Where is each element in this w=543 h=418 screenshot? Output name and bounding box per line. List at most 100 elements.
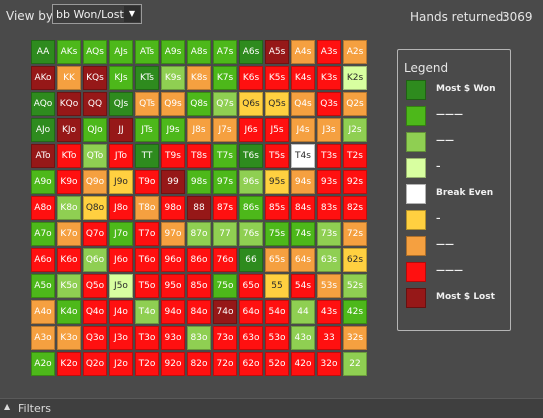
chevron-up-icon[interactable]: ▲: [4, 402, 11, 411]
hand-cell[interactable]: 73s: [317, 222, 341, 246]
hand-cell[interactable]: A4s: [291, 40, 315, 64]
hand-cell[interactable]: 72s: [343, 222, 367, 246]
hand-cell[interactable]: ATo: [31, 144, 55, 168]
hand-cell[interactable]: 85o: [187, 274, 211, 298]
hand-cell[interactable]: KJo: [57, 118, 81, 142]
hand-cell[interactable]: 53o: [265, 326, 289, 350]
hand-cell[interactable]: 96s: [239, 170, 263, 194]
hand-cell[interactable]: 97o: [161, 222, 185, 246]
hand-cell[interactable]: J2o: [109, 352, 133, 376]
hand-cell[interactable]: A5s: [265, 40, 289, 64]
hand-cell[interactable]: J4s: [291, 118, 315, 142]
hand-cell[interactable]: 75s: [265, 222, 289, 246]
hand-cell[interactable]: T9s: [161, 144, 185, 168]
hand-cell[interactable]: QQ: [83, 92, 107, 116]
hand-cell[interactable]: 82o: [187, 352, 211, 376]
hand-cell[interactable]: 65o: [239, 274, 263, 298]
hand-cell[interactable]: K7o: [57, 222, 81, 246]
hand-cell[interactable]: A7o: [31, 222, 55, 246]
hand-cell[interactable]: Q8s: [187, 92, 211, 116]
hand-cell[interactable]: A6o: [31, 248, 55, 272]
chevron-down-icon[interactable]: ▼: [124, 6, 140, 22]
hand-cell[interactable]: 88: [187, 196, 211, 220]
hand-cell[interactable]: 42o: [291, 352, 315, 376]
hand-cell[interactable]: Q3s: [317, 92, 341, 116]
hand-cell[interactable]: 98o: [161, 196, 185, 220]
hand-cell[interactable]: Q4o: [83, 300, 107, 324]
hand-cell[interactable]: Q7s: [213, 92, 237, 116]
hand-cell[interactable]: A3s: [317, 40, 341, 64]
hand-cell[interactable]: J9s: [161, 118, 185, 142]
hand-cell[interactable]: A9s: [161, 40, 185, 64]
hand-cell[interactable]: Q2s: [343, 92, 367, 116]
hand-cell[interactable]: 92s: [343, 170, 367, 194]
hand-cell[interactable]: KK: [57, 66, 81, 90]
hand-cell[interactable]: 44: [291, 300, 315, 324]
hand-cell[interactable]: T4s: [291, 144, 315, 168]
hand-cell[interactable]: 73o: [213, 326, 237, 350]
hand-cell[interactable]: J5o: [109, 274, 133, 298]
hand-cell[interactable]: T2o: [135, 352, 159, 376]
hand-cell[interactable]: 83s: [317, 196, 341, 220]
hand-cell[interactable]: J8s: [187, 118, 211, 142]
hand-cell[interactable]: 42s: [343, 300, 367, 324]
hand-cell[interactable]: T6s: [239, 144, 263, 168]
hand-cell[interactable]: J7s: [213, 118, 237, 142]
hand-cell[interactable]: Q6o: [83, 248, 107, 272]
hand-cell[interactable]: Q6s: [239, 92, 263, 116]
hand-cell[interactable]: K6o: [57, 248, 81, 272]
hand-cell[interactable]: Q7o: [83, 222, 107, 246]
hand-cell[interactable]: J9o: [109, 170, 133, 194]
hand-cell[interactable]: T5o: [135, 274, 159, 298]
hand-cell[interactable]: K9o: [57, 170, 81, 194]
hand-cell[interactable]: QJo: [83, 118, 107, 142]
hand-cell[interactable]: 74s: [291, 222, 315, 246]
hand-cell[interactable]: Q5s: [265, 92, 289, 116]
hand-cell[interactable]: KQo: [57, 92, 81, 116]
hand-cell[interactable]: 32s: [343, 326, 367, 350]
hand-cell[interactable]: KQs: [83, 66, 107, 90]
hand-cell[interactable]: Q9s: [161, 92, 185, 116]
hand-cell[interactable]: 76o: [213, 248, 237, 272]
hand-cell[interactable]: 95s: [265, 170, 289, 194]
hand-cell[interactable]: J4o: [109, 300, 133, 324]
hand-cell[interactable]: K8o: [57, 196, 81, 220]
hand-cell[interactable]: QJs: [109, 92, 133, 116]
hand-cell[interactable]: A9o: [31, 170, 55, 194]
hand-cell[interactable]: 55: [265, 274, 289, 298]
hand-cell[interactable]: 52s: [343, 274, 367, 298]
hand-cell[interactable]: 94o: [161, 300, 185, 324]
hand-cell[interactable]: 84s: [291, 196, 315, 220]
hand-cell[interactable]: ATs: [135, 40, 159, 64]
hand-cell[interactable]: 54o: [265, 300, 289, 324]
hand-cell[interactable]: K7s: [213, 66, 237, 90]
hand-cell[interactable]: A8o: [31, 196, 55, 220]
hand-cell[interactable]: KTs: [135, 66, 159, 90]
hand-cell[interactable]: 63o: [239, 326, 263, 350]
hand-cell[interactable]: 98s: [187, 170, 211, 194]
hand-cell[interactable]: A2s: [343, 40, 367, 64]
hand-cell[interactable]: 52o: [265, 352, 289, 376]
hand-cell[interactable]: 99: [161, 170, 185, 194]
hand-cell[interactable]: K5s: [265, 66, 289, 90]
hand-cell[interactable]: 43s: [317, 300, 341, 324]
hand-cell[interactable]: 86o: [187, 248, 211, 272]
hand-cell[interactable]: Q9o: [83, 170, 107, 194]
hand-cell[interactable]: A7s: [213, 40, 237, 64]
hand-cell[interactable]: 97s: [213, 170, 237, 194]
hand-cell[interactable]: JTs: [135, 118, 159, 142]
hand-cell[interactable]: T3o: [135, 326, 159, 350]
hand-cell[interactable]: 72o: [213, 352, 237, 376]
hand-cell[interactable]: K2o: [57, 352, 81, 376]
hand-cell[interactable]: J3s: [317, 118, 341, 142]
filters-bar[interactable]: ▲ Filters: [0, 398, 543, 418]
hand-cell[interactable]: A4o: [31, 300, 55, 324]
hand-cell[interactable]: 63s: [317, 248, 341, 272]
hand-cell[interactable]: 82s: [343, 196, 367, 220]
hand-cell[interactable]: K6s: [239, 66, 263, 90]
hand-cell[interactable]: 33: [317, 326, 341, 350]
hand-cell[interactable]: J5s: [265, 118, 289, 142]
hand-cell[interactable]: AA: [31, 40, 55, 64]
hand-cell[interactable]: K9s: [161, 66, 185, 90]
hand-cell[interactable]: 64o: [239, 300, 263, 324]
